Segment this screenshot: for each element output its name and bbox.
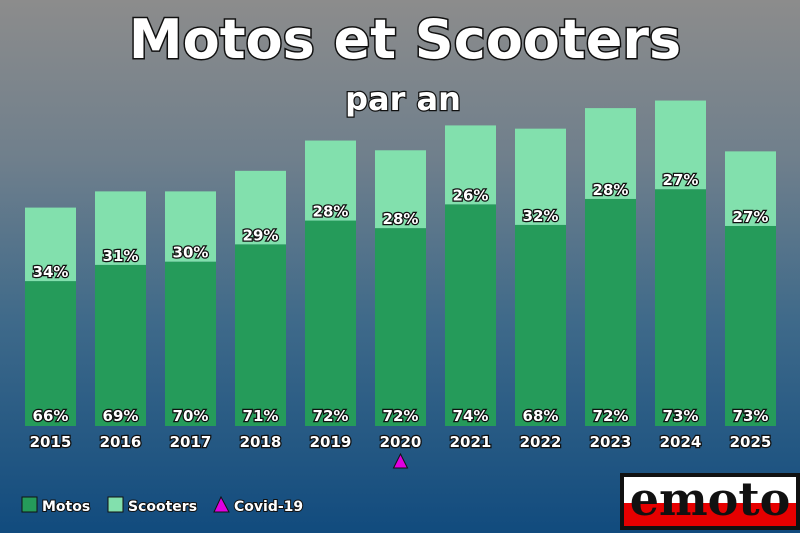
bar-motos-2017 <box>165 261 216 426</box>
x-tick-2019: 2019 <box>310 433 352 451</box>
x-tick-2024: 2024 <box>660 433 702 451</box>
bar-scooters-2016 <box>95 191 146 265</box>
legend-swatch-covid-19 <box>213 495 230 513</box>
data-label-motos-2017: 70% <box>173 407 209 425</box>
bar-scooters-2024 <box>655 100 706 190</box>
data-label-scooters-2021: 26% <box>453 186 489 204</box>
logo-bottom <box>624 503 796 526</box>
bar-motos-2019 <box>305 220 356 426</box>
x-tick-2021: 2021 <box>450 433 492 451</box>
bar-scooters-2022 <box>515 128 566 225</box>
legend-swatch-scooters <box>107 496 124 513</box>
bar-scooters-2018 <box>235 170 286 245</box>
bar-motos-2025 <box>725 225 776 426</box>
bar-motos-2018 <box>235 244 286 426</box>
legend-label-motos: Motos <box>42 499 90 515</box>
bar-scooters-2023 <box>585 108 636 199</box>
x-tick-2018: 2018 <box>240 433 282 451</box>
data-label-scooters-2022: 32% <box>523 207 559 225</box>
data-label-scooters-2016: 31% <box>103 247 139 265</box>
x-tick-2025: 2025 <box>730 433 772 451</box>
data-label-motos-2020: 72% <box>383 407 419 425</box>
x-tick-2017: 2017 <box>170 433 212 451</box>
data-label-scooters-2018: 29% <box>243 226 279 244</box>
legend-label-covid-19: Covid-19 <box>234 499 303 515</box>
bar-motos-2020 <box>375 228 426 426</box>
data-label-scooters-2017: 30% <box>173 244 209 262</box>
legend: Motos Scooters Covid-19 <box>21 495 304 516</box>
x-tick-2023: 2023 <box>590 433 632 451</box>
bar-motos-2016 <box>95 264 146 426</box>
bar-motos-2023 <box>585 198 636 426</box>
data-label-scooters-2020: 28% <box>383 210 419 228</box>
legend-swatch-motos <box>21 496 38 513</box>
logo-top <box>624 477 796 503</box>
data-label-motos-2021: 74% <box>453 407 489 425</box>
x-tick-2015: 2015 <box>30 433 72 451</box>
logo-text: emoto <box>630 472 791 526</box>
bars: 66% 34% 69% 31% 70% 30% 71% 29% 72% 28% 72% 28% 74% 2… <box>25 100 776 426</box>
chart-subtitle: par an <box>345 80 461 118</box>
bar-motos-2021 <box>445 204 496 426</box>
x-tick-2020: 2020 <box>380 433 422 451</box>
data-label-motos-2022: 68% <box>523 407 559 425</box>
emoto-logo: emoto <box>620 472 800 530</box>
x-tick-2016: 2016 <box>100 433 142 451</box>
covid-marker-triangle <box>392 452 409 469</box>
bar-scooters-2015 <box>25 207 76 282</box>
data-label-motos-2023: 72% <box>593 407 629 425</box>
data-label-scooters-2023: 28% <box>593 181 629 199</box>
legend-label-scooters: Scooters <box>128 499 197 515</box>
data-label-motos-2018: 71% <box>243 407 279 425</box>
data-label-motos-2025: 73% <box>733 407 769 425</box>
bar-motos-2024 <box>655 189 706 426</box>
data-label-motos-2016: 69% <box>103 407 139 425</box>
data-label-motos-2024: 73% <box>663 407 699 425</box>
data-label-scooters-2019: 28% <box>313 203 349 221</box>
annotations <box>392 452 409 469</box>
bar-motos-2015 <box>25 281 76 426</box>
x-axis-ticks: 2015 2016 2017 2018 2019 2020 2021 2022 2023 2024… <box>28 432 772 453</box>
bar-motos-2022 <box>515 224 566 426</box>
data-label-scooters-2015: 34% <box>33 263 69 281</box>
bar-scooters-2021 <box>445 125 496 205</box>
data-label-motos-2019: 72% <box>313 407 349 425</box>
data-label-scooters-2024: 27% <box>663 171 699 189</box>
chart-title: Motos et Scooters <box>129 8 681 71</box>
bar-scooters-2025 <box>725 151 776 226</box>
bar-scooters-2017 <box>165 191 216 262</box>
data-label-motos-2015: 66% <box>33 407 69 425</box>
bar-scooters-2020 <box>375 150 426 229</box>
x-tick-2022: 2022 <box>520 433 562 451</box>
data-label-scooters-2025: 27% <box>733 208 769 226</box>
bar-scooters-2019 <box>305 140 356 221</box>
